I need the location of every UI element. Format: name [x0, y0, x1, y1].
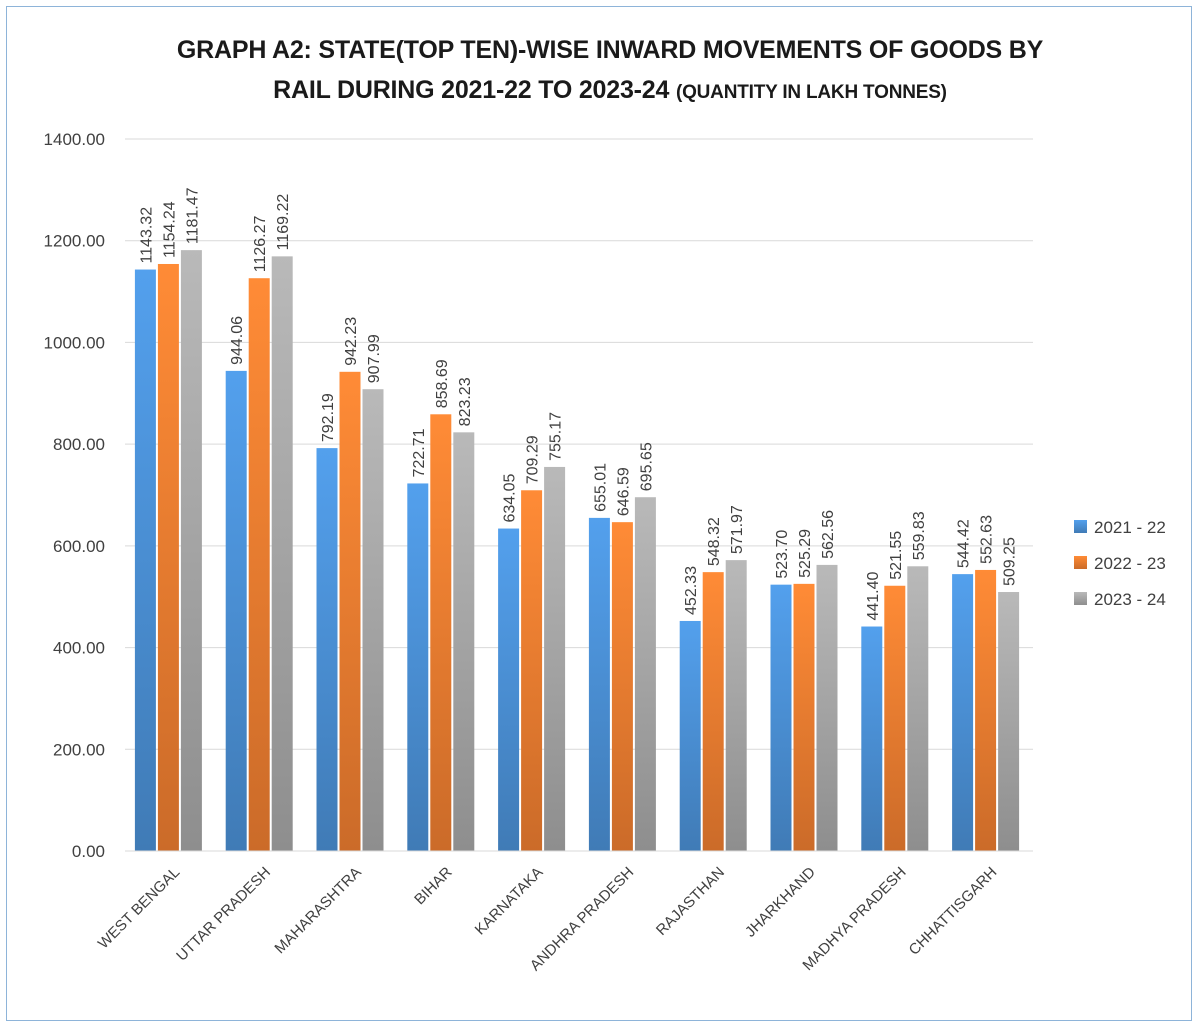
data-label: 1154.24 [161, 201, 178, 258]
bar-karnataka-series-1[interactable] [521, 490, 543, 851]
data-label: 792.19 [320, 393, 337, 442]
bar-west-bengal-series-0[interactable] [134, 269, 156, 851]
data-label: 525.29 [797, 529, 814, 578]
x-tick-label: RAJASTHAN [653, 864, 728, 939]
x-tick-label: MAHARASHTRA [271, 864, 364, 957]
data-label: 1169.22 [275, 194, 292, 251]
data-label: 521.55 [888, 531, 905, 580]
bar-jharkhand-series-2[interactable] [816, 564, 838, 851]
data-labels: 1143.32 1154.24 1181.47 944.06 1126.27 1169.2… [138, 187, 1018, 620]
x-tick-label: ANDHRA PRADESH [527, 864, 637, 974]
x-tick-label: BIHAR [411, 864, 456, 909]
legend-label[interactable]: 2021 - 22 [1094, 518, 1166, 537]
x-tick-label: MADHYA PRADESH [799, 864, 909, 974]
bar-uttar-pradesh-series-0[interactable] [225, 370, 247, 851]
data-label: 1126.27 [252, 215, 269, 272]
data-label: 441.40 [865, 571, 882, 620]
bar-west-bengal-series-1[interactable] [157, 263, 179, 851]
legend-label[interactable]: 2023 - 24 [1094, 590, 1166, 609]
chart-frame [6, 6, 1192, 1021]
chart-title-line2: RAIL DURING 2021-22 TO 2023-24 (QUANTITY… [0, 70, 1200, 113]
legend-swatch[interactable] [1074, 556, 1087, 569]
data-label: 544.42 [956, 519, 973, 568]
legend-label[interactable]: 2022 - 23 [1094, 554, 1166, 573]
data-label: 646.59 [615, 467, 632, 516]
bar-madhya-pradesh-series-0[interactable] [861, 626, 883, 851]
bar-karnataka-series-0[interactable] [498, 528, 520, 851]
data-label: 634.05 [502, 474, 519, 523]
y-axis: 0.00 200.00 400.00 600.00 800.00 1000.00 1200.… [44, 130, 105, 861]
data-label: 655.01 [592, 463, 609, 512]
bar-andhra-pradesh-series-0[interactable] [588, 517, 610, 851]
bar-karnataka-series-2[interactable] [544, 466, 566, 851]
bar-maharashtra-series-2[interactable] [362, 389, 384, 851]
bar-bihar-series-1[interactable] [430, 414, 452, 851]
y-tick-label: 1400.00 [44, 130, 105, 149]
chart-title-line2-main: RAIL DURING 2021-22 TO 2023-24 [273, 76, 670, 104]
data-label: 695.65 [638, 442, 655, 491]
bar-chhattisgarh-series-0[interactable] [952, 574, 974, 851]
x-tick-label: KARNATAKA [472, 864, 547, 939]
chart-title-line1: GRAPH A2: STATE(TOP TEN)-WISE INWARD MOV… [176, 36, 1044, 64]
bar-andhra-pradesh-series-2[interactable] [634, 497, 656, 851]
x-tick-label: JHARKHAND [742, 864, 819, 941]
data-label: 523.70 [774, 530, 791, 579]
bar-west-bengal-series-2[interactable] [180, 250, 202, 851]
data-label: 942.23 [343, 317, 360, 366]
bar-andhra-pradesh-series-1[interactable] [611, 522, 633, 851]
y-tick-label: 400.00 [53, 639, 105, 658]
y-tick-label: 200.00 [53, 740, 105, 759]
chart-title: GRAPH A2: STATE(TOP TEN)-WISE INWARD MOV… [0, 30, 1200, 113]
data-label: 509.25 [1002, 537, 1019, 586]
x-tick-label: CHHATTISGARH [906, 864, 1001, 959]
bar-maharashtra-series-0[interactable] [316, 448, 338, 851]
data-label: 552.63 [979, 515, 996, 564]
bar-madhya-pradesh-series-2[interactable] [907, 566, 929, 851]
data-label: 1181.47 [184, 187, 201, 244]
bar-bihar-series-2[interactable] [453, 432, 475, 851]
data-label: 709.29 [525, 435, 542, 484]
bar-uttar-pradesh-series-1[interactable] [248, 278, 270, 851]
x-tick-label: UTTAR PRADESH [173, 864, 274, 965]
data-label: 907.99 [366, 334, 383, 383]
bar-rajasthan-series-2[interactable] [725, 560, 747, 851]
bar-rajasthan-series-1[interactable] [702, 572, 724, 851]
data-label: 548.32 [706, 517, 723, 566]
bar-chhattisgarh-series-2[interactable] [998, 592, 1020, 851]
bars [134, 250, 1020, 851]
y-tick-label: 800.00 [53, 435, 105, 454]
data-label: 823.23 [457, 377, 474, 426]
bar-chhattisgarh-series-1[interactable] [975, 569, 997, 851]
bar-jharkhand-series-1[interactable] [793, 583, 815, 851]
legend-swatch[interactable] [1074, 520, 1087, 533]
data-label: 562.56 [820, 510, 837, 559]
data-label: 755.17 [548, 412, 565, 461]
bar-jharkhand-series-0[interactable] [770, 584, 792, 851]
legend[interactable]: 2021 - 22 2022 - 23 2023 - 24 [1074, 518, 1166, 609]
data-label: 571.97 [729, 505, 746, 554]
data-label: 559.83 [911, 511, 928, 560]
y-tick-label: 600.00 [53, 537, 105, 556]
data-label: 1143.32 [138, 207, 155, 264]
data-label: 858.69 [434, 359, 451, 408]
chart-title-units: (QUANTITY IN LAKH TONNES) [675, 82, 947, 103]
y-tick-label: 1200.00 [44, 232, 105, 251]
legend-swatch[interactable] [1074, 592, 1087, 605]
x-tick-label: WEST BENGAL [95, 864, 183, 952]
bar-rajasthan-series-0[interactable] [679, 620, 701, 851]
data-label: 452.33 [683, 566, 700, 615]
bar-bihar-series-0[interactable] [407, 483, 429, 851]
bar-maharashtra-series-1[interactable] [339, 371, 361, 851]
y-tick-label: 0.00 [72, 842, 105, 861]
data-label: 722.71 [411, 428, 428, 477]
bar-madhya-pradesh-series-1[interactable] [884, 585, 906, 851]
data-label: 944.06 [229, 316, 246, 365]
bar-uttar-pradesh-series-2[interactable] [271, 256, 293, 851]
y-tick-label: 1000.00 [44, 333, 105, 352]
